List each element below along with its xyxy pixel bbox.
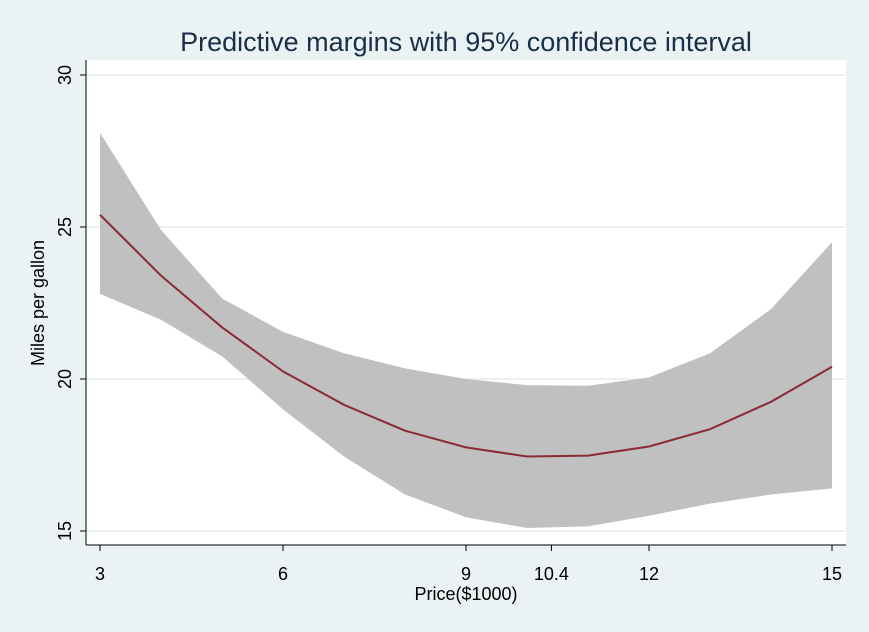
y-tick-label: 20	[55, 369, 75, 389]
x-tick-label: 3	[95, 564, 105, 584]
x-tick-label: 9	[461, 564, 471, 584]
y-tick-label: 15	[55, 521, 75, 541]
x-ticks: 3 6 9 10.4 12 15	[95, 545, 842, 584]
x-tick-label: 10.4	[534, 564, 569, 584]
y-ticks: 15 20 25 30	[55, 65, 86, 541]
y-axis-title: Miles per gallon	[28, 240, 48, 366]
confidence-band-area	[100, 132, 832, 529]
y-tick-label: 30	[55, 65, 75, 85]
chart-title: Predictive margins with 95% confidence i…	[180, 27, 752, 57]
prediction-line	[99, 214, 833, 458]
x-tick-label: 15	[822, 564, 842, 584]
confidence-band	[100, 132, 832, 529]
x-axis-title: Price($1000)	[414, 584, 517, 604]
prediction-line-path	[99, 214, 833, 458]
y-tick-label: 25	[55, 217, 75, 237]
x-tick-label: 6	[278, 564, 288, 584]
x-tick-label: 12	[639, 564, 659, 584]
